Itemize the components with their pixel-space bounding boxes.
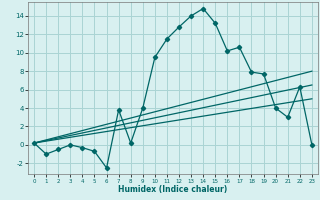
X-axis label: Humidex (Indice chaleur): Humidex (Indice chaleur) bbox=[118, 185, 228, 194]
